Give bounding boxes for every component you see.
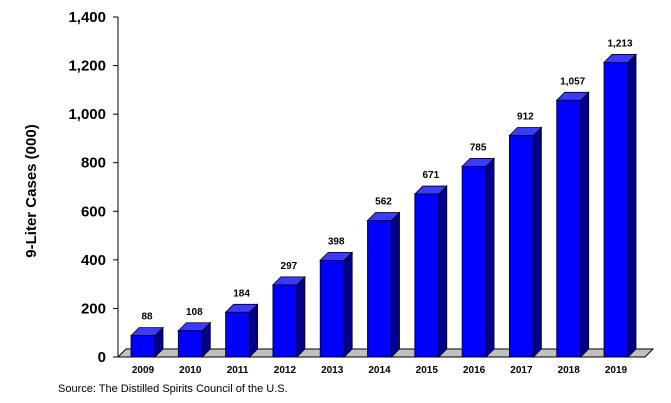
data-label: 88	[141, 312, 153, 323]
x-tick-label: 2017	[510, 365, 533, 376]
bar-2018	[555, 91, 590, 358]
bar-side	[485, 157, 495, 358]
chart-labels-layer: 88 2009 108 2010 184 2011 297 2012 398 2013 562 201…	[132, 38, 633, 376]
bar-2010	[177, 321, 212, 358]
bar-front	[225, 311, 251, 358]
bar-side	[627, 53, 637, 358]
bar-side	[533, 126, 542, 358]
chart-axis-layer: 0 200 400 600 800 1,000 1,200 1,400	[68, 9, 119, 366]
bar-front	[556, 99, 582, 358]
data-label: 562	[375, 197, 392, 208]
data-label: 184	[233, 288, 250, 299]
bar-front	[367, 220, 392, 358]
bar-side	[296, 275, 306, 358]
source-note: Source: The Distilled Spirits Council of…	[58, 383, 288, 395]
data-label: 398	[328, 236, 345, 247]
bar-2014	[366, 211, 401, 358]
bar-2012	[271, 275, 306, 358]
bar-front	[319, 259, 345, 358]
x-tick-label: 2009	[132, 365, 155, 376]
y-tick-label: 400	[81, 252, 106, 269]
y-tick-label: 1,400	[68, 9, 106, 26]
bar-side	[438, 185, 448, 358]
data-label: 912	[517, 112, 534, 123]
y-axis-title: 9-Liter Cases (000)	[23, 124, 40, 257]
bar-side	[249, 303, 259, 358]
x-tick-label: 2013	[321, 365, 344, 376]
bar-side	[580, 91, 590, 358]
bar-2013	[319, 251, 354, 358]
x-tick-label: 2018	[558, 365, 581, 376]
bar-2015	[413, 185, 448, 358]
bar-front	[272, 284, 298, 358]
x-tick-label: 2012	[274, 365, 297, 376]
bar-front	[461, 165, 487, 358]
bar-front	[508, 135, 534, 358]
y-tick-label: 800	[81, 155, 106, 172]
bar-side	[391, 211, 400, 358]
bar-2017	[508, 126, 543, 358]
bar-2019	[603, 53, 637, 358]
data-label: 785	[470, 142, 487, 153]
chart-bars-layer	[130, 53, 637, 358]
bar-front	[603, 62, 629, 358]
y-tick-label: 1,200	[68, 58, 106, 75]
bar-2009	[130, 326, 164, 358]
x-tick-label: 2011	[227, 365, 249, 376]
y-tick-label: 200	[81, 300, 106, 317]
bar-side	[343, 251, 353, 358]
y-tick-label: 1,000	[68, 106, 106, 123]
bar-front	[130, 335, 156, 358]
data-label: 671	[422, 170, 439, 181]
data-label: 1,057	[560, 76, 585, 87]
bar-2011	[224, 303, 259, 358]
x-tick-label: 2014	[368, 365, 391, 376]
x-tick-label: 2016	[463, 365, 486, 376]
x-tick-label: 2015	[416, 365, 439, 376]
x-tick-label: 2010	[179, 365, 202, 376]
bar-2016	[461, 157, 496, 358]
y-tick-label: 600	[81, 203, 106, 220]
bar-front	[414, 193, 440, 358]
y-tick-label: 0	[98, 349, 106, 366]
x-tick-label: 2019	[605, 365, 628, 376]
bar-front	[177, 330, 203, 358]
data-label: 1,213	[607, 38, 632, 49]
data-label: 297	[281, 261, 298, 272]
data-label: 108	[186, 307, 203, 318]
